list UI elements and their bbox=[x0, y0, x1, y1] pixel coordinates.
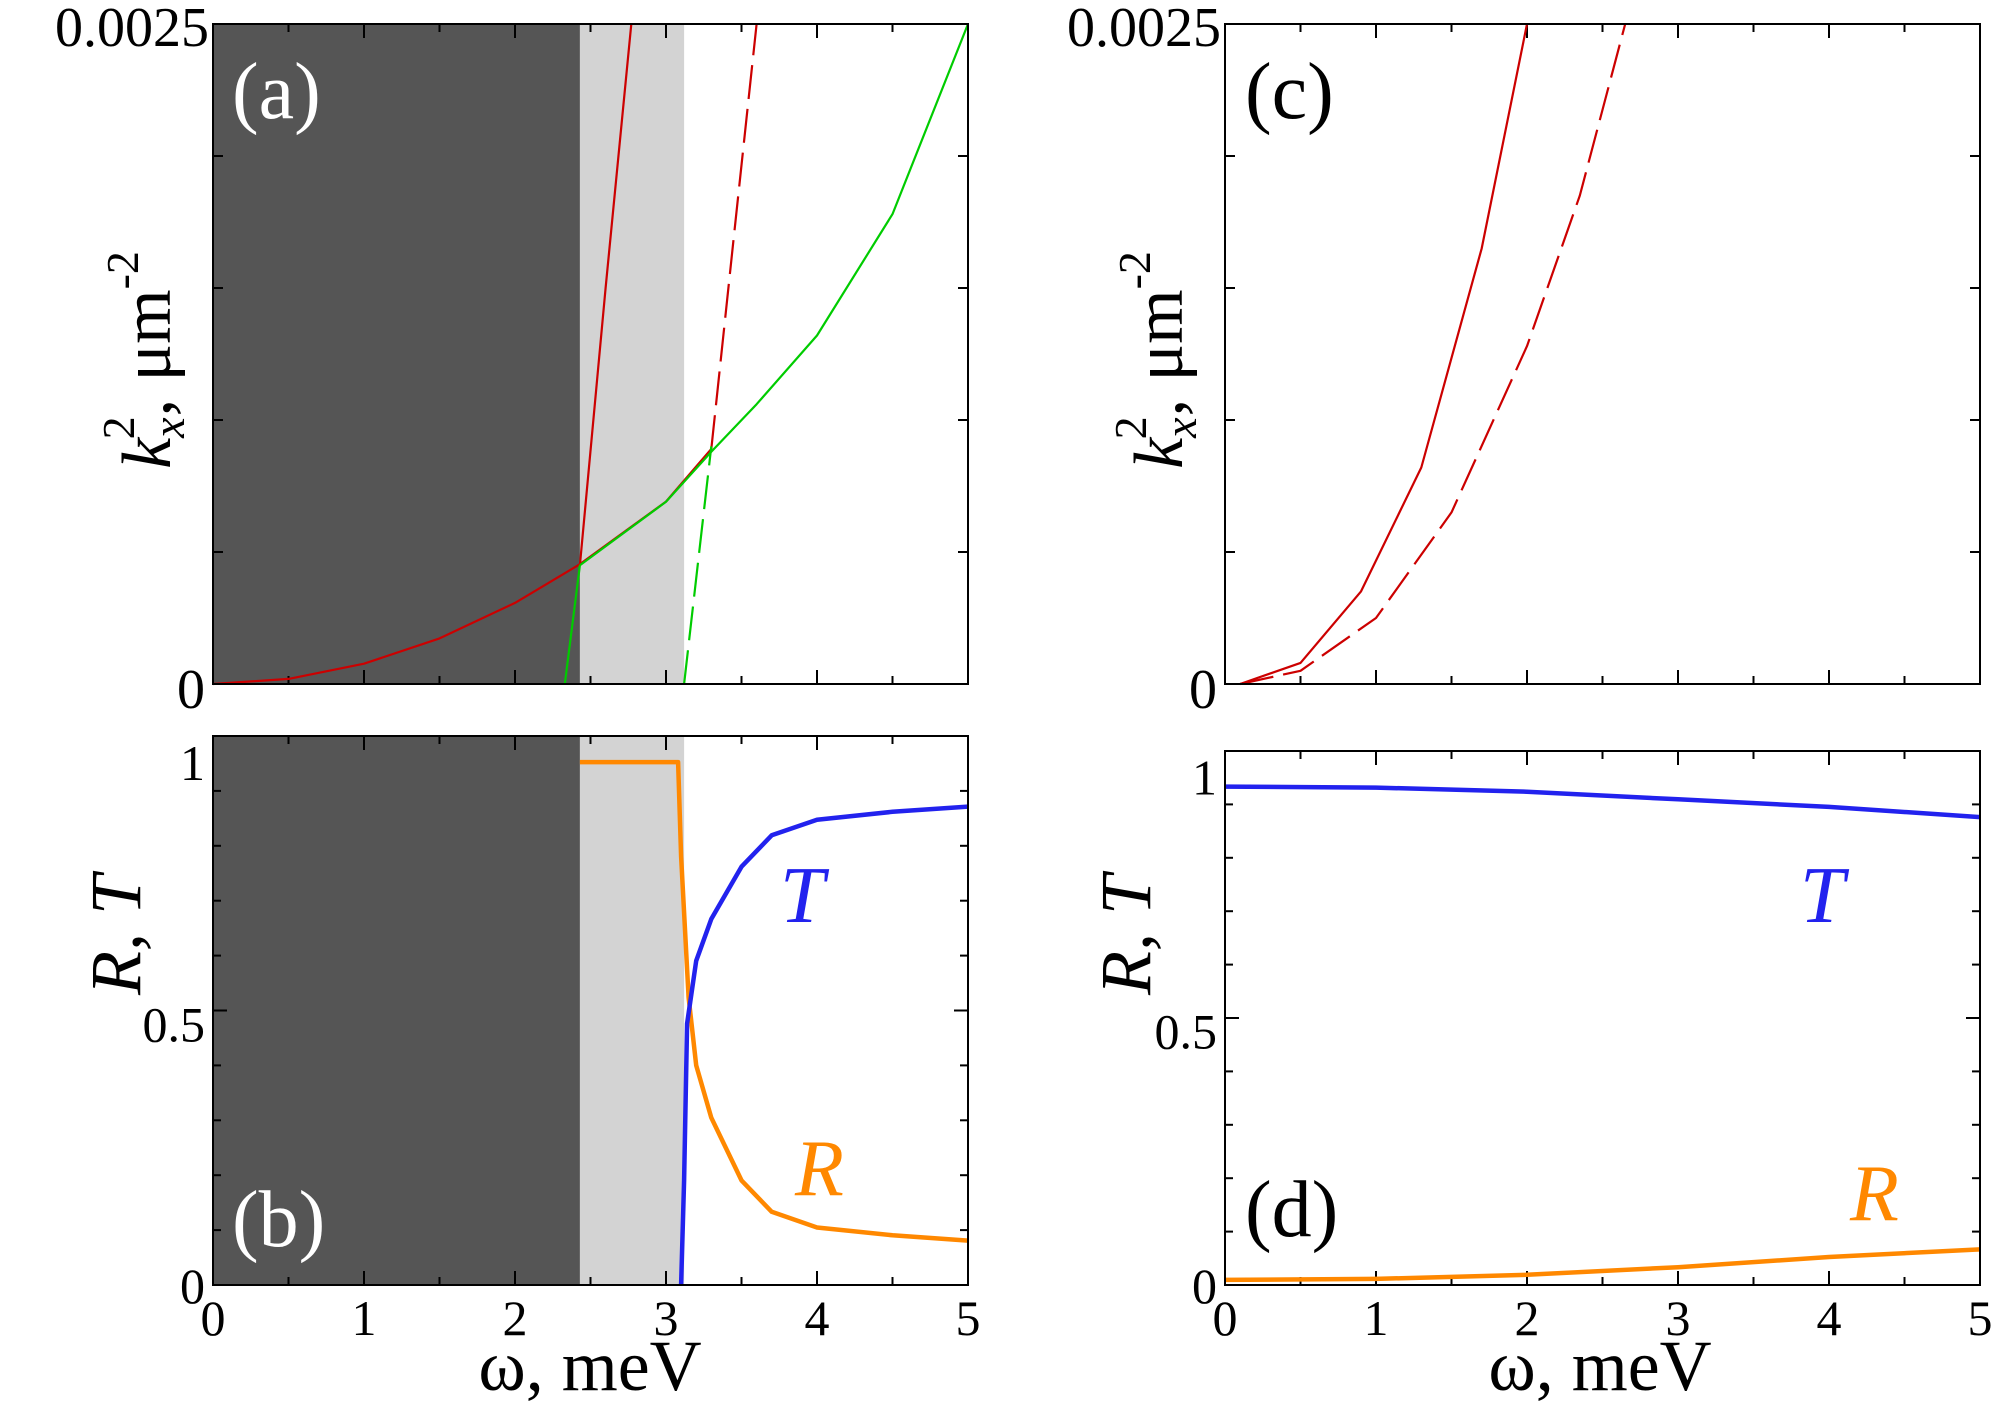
panel-c-ylabel-sub: x bbox=[1155, 417, 1206, 439]
panel-b-shade-dark bbox=[213, 736, 580, 1285]
panel-d-series-label-T: T bbox=[1800, 852, 1850, 940]
panel-a-series-green-steep-solid bbox=[563, 565, 581, 685]
panel-d-ytick-label: 0 bbox=[1192, 1258, 1217, 1314]
panel-b-xtick-label: 3 bbox=[654, 1290, 679, 1346]
panel-d-xtick-label: 5 bbox=[1968, 1290, 1993, 1346]
panel-c-ytick-bottom: 0 bbox=[1189, 659, 1217, 721]
panel-b-xtick-label: 0 bbox=[201, 1290, 226, 1346]
panel-a-label: (a) bbox=[232, 48, 321, 136]
panel-a-series-red-steep-solid bbox=[578, 23, 633, 566]
panel-c-ylabel-unit: , μm bbox=[1121, 289, 1198, 416]
panel-a: (a) 0.0025 0 kx2, μm-2 bbox=[55, 0, 970, 721]
panel-d-xtick-label: 0 bbox=[1213, 1290, 1238, 1346]
panel-b-ytick-label: 0 bbox=[180, 1258, 205, 1314]
panel-a-frame bbox=[212, 23, 969, 685]
panel-b-series-label-R: R bbox=[794, 1125, 844, 1213]
panel-a-series-green-parabola-solid bbox=[579, 23, 970, 567]
panel-a-ylabel-sup: 2 bbox=[93, 416, 144, 439]
panel-d-series-label-R: R bbox=[1849, 1150, 1899, 1238]
panel-b-yticklabels: 00.51 bbox=[143, 735, 206, 1314]
panel-b-label: (b) bbox=[232, 1176, 325, 1264]
panel-c-ticks bbox=[1224, 23, 1981, 685]
panel-b-xtick-label: 4 bbox=[805, 1290, 830, 1346]
panel-d-ytick-label: 0.5 bbox=[1155, 1004, 1218, 1060]
panel-d-frame bbox=[1224, 750, 1981, 1286]
panel-c-series-red-dashed bbox=[1239, 23, 1627, 686]
panel-b-ytick-label: 0.5 bbox=[143, 997, 206, 1053]
panel-a-series-red-steep-dashed bbox=[710, 23, 758, 450]
panel-d-ylabel: R, T bbox=[1086, 870, 1166, 996]
panel-a-ylabel-sub: x bbox=[143, 417, 194, 439]
panel-d-series-T bbox=[1224, 784, 1981, 820]
panel-a-series bbox=[212, 23, 970, 686]
panel-d-series-R bbox=[1224, 1247, 1981, 1283]
panel-c-series-red-solid bbox=[1239, 23, 1529, 686]
panel-d-series bbox=[1224, 784, 1981, 1283]
panel-d-yticklabels: 00.51 bbox=[1155, 749, 1218, 1314]
panel-d-xtick-label: 4 bbox=[1817, 1290, 1842, 1346]
panel-b-series-R bbox=[579, 759, 969, 1243]
panel-b-frame bbox=[212, 735, 969, 1286]
panel-a-shading bbox=[213, 24, 685, 684]
panel-d-xtick-label: 2 bbox=[1515, 1290, 1540, 1346]
panel-b-shade-light bbox=[579, 736, 685, 1285]
panel-a-ylabel: kx2, μm-2 bbox=[93, 251, 194, 469]
panel-a-series-green-steep-dashed bbox=[683, 446, 713, 685]
panel-c-ylabel-sup: 2 bbox=[1105, 416, 1156, 439]
panel-b-series-T bbox=[678, 804, 969, 1286]
panel-d-xtick-label: 3 bbox=[1666, 1290, 1691, 1346]
panel-b-series bbox=[579, 759, 969, 1286]
panel-b-xtick-label: 2 bbox=[503, 1290, 528, 1346]
panel-d-xlabel: ω, meV bbox=[1488, 1326, 1711, 1406]
svg-text:kx2, μm-2: kx2, μm-2 bbox=[93, 251, 194, 469]
panel-d-xtick-label: 1 bbox=[1364, 1290, 1389, 1346]
panel-a-ylabel-unit-exp: -2 bbox=[97, 251, 148, 289]
panel-d-xticklabels: 0 1 2 3 4 5 bbox=[1213, 1290, 1993, 1346]
panel-b-xtick-label: 1 bbox=[352, 1290, 377, 1346]
panel-d-label: (d) bbox=[1245, 1166, 1338, 1254]
panel-a-ylabel-symbol: k bbox=[109, 436, 186, 469]
panel-b-ylabel: R, T bbox=[76, 870, 156, 996]
svg-text:kx2, μm-2: kx2, μm-2 bbox=[1105, 251, 1206, 469]
panel-c-ylabel-symbol: k bbox=[1121, 436, 1198, 469]
panel-a-shade-dark bbox=[213, 24, 580, 684]
panel-a-ytick-top: 0.0025 bbox=[55, 0, 209, 59]
panel-b-series-label-T: T bbox=[780, 852, 830, 940]
panel-b-shading bbox=[213, 736, 685, 1285]
panel-b-xticklabels: 0 1 2 3 4 5 bbox=[201, 1290, 981, 1346]
panel-a-shade-light bbox=[579, 24, 685, 684]
panel-c: (c) 0.0025 0 kx2, μm-2 bbox=[1067, 0, 1981, 721]
panel-c-label: (c) bbox=[1245, 48, 1334, 136]
panel-a-ylabel-unit: , μm bbox=[109, 289, 186, 416]
panel-b-xtick-label: 5 bbox=[956, 1290, 981, 1346]
panel-b-xlabel: ω, meV bbox=[478, 1326, 701, 1406]
panel-a-ytick-bottom: 0 bbox=[177, 659, 205, 721]
panel-b-ytick-label: 1 bbox=[180, 735, 205, 791]
panel-d-ytick-label: 1 bbox=[1192, 749, 1217, 805]
panel-c-frame bbox=[1224, 23, 1981, 685]
panel-c-ytick-top: 0.0025 bbox=[1067, 0, 1221, 59]
panel-c-ylabel: kx2, μm-2 bbox=[1105, 251, 1206, 469]
panel-c-ylabel-unit-exp: -2 bbox=[1109, 251, 1160, 289]
panel-c-series bbox=[1239, 23, 1627, 686]
